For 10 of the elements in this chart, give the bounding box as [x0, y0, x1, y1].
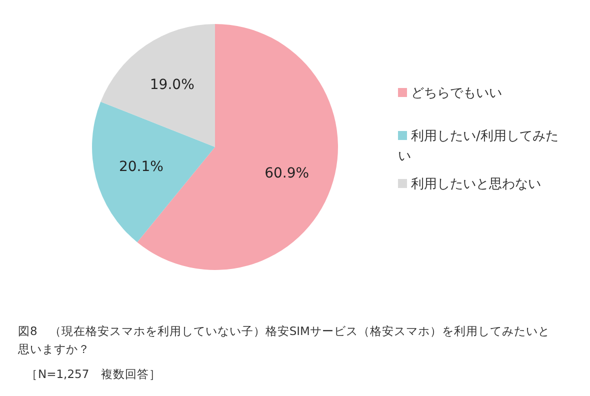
- data-label: 20.1%: [118, 159, 164, 176]
- legend-label: 利用したいと思わない: [411, 177, 541, 192]
- pie-slice: [100, 24, 215, 147]
- text: ［N=1,257 複数回答］: [26, 367, 162, 382]
- pie-slice: [92, 102, 215, 242]
- legend-label: 利用したい/利用してみたい: [398, 129, 558, 164]
- text: 図8 （現在格安スマホを利用していない子）格安SIMサービス（格安スマホ）を利用してみたいと思いますか？: [18, 323, 551, 358]
- legend-label: どちらでもいい: [411, 86, 502, 101]
- data-label: 60.9%: [264, 166, 310, 182]
- data-label: 19.0%: [150, 76, 194, 93]
